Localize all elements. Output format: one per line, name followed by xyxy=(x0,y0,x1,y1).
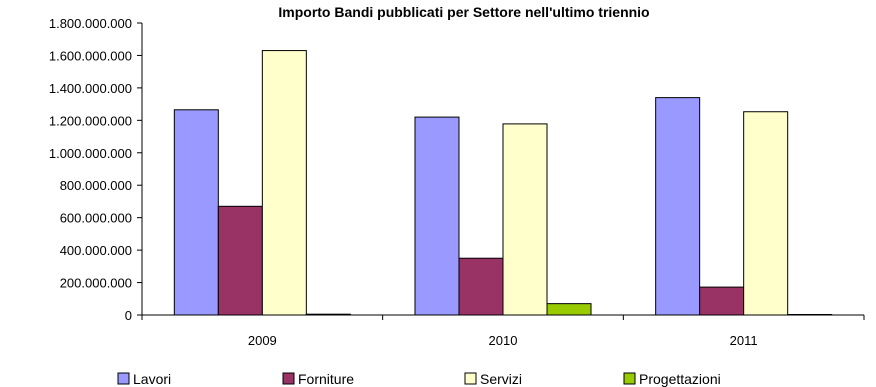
y-tick-label: 1.400.000.000 xyxy=(49,81,132,96)
legend: Lavori Forniture Servizi Progettazioni xyxy=(117,371,721,387)
bar-lavori-2010 xyxy=(414,116,460,316)
bar-servizi-2011 xyxy=(743,111,789,316)
bar-progettazioni-2010 xyxy=(546,303,592,316)
legend-swatch-forniture xyxy=(282,372,295,385)
legend-label-lavori: Lavori xyxy=(133,371,171,387)
bar-progettazioni-2009 xyxy=(305,313,351,316)
y-tick-label: 200.000.000 xyxy=(60,276,132,291)
x-tick-label: 2009 xyxy=(248,333,277,348)
x-tick-label: 2010 xyxy=(489,333,518,348)
legend-label-servizi: Servizi xyxy=(480,371,522,387)
bar-servizi-2010 xyxy=(502,123,548,316)
bar-forniture-2011 xyxy=(699,286,745,316)
legend-swatch-servizi xyxy=(464,372,477,385)
y-tick-label: 800.000.000 xyxy=(60,178,132,193)
legend-swatch-lavori xyxy=(117,372,130,385)
y-tick-label: 1.000.000.000 xyxy=(49,146,132,161)
bar-progettazioni-2011 xyxy=(787,314,833,316)
x-tick-label: 2011 xyxy=(730,333,758,348)
bar-servizi-2009 xyxy=(261,50,307,316)
y-tick-label: 1.200.000.000 xyxy=(49,113,132,128)
y-tick-label: 400.000.000 xyxy=(60,243,132,258)
bar-lavori-2011 xyxy=(655,97,701,316)
bar-forniture-2009 xyxy=(217,205,263,316)
bar-forniture-2010 xyxy=(458,257,504,316)
y-tick-label: 1.800.000.000 xyxy=(49,16,132,31)
legend-label-progettazioni: Progettazioni xyxy=(639,371,721,387)
legend-label-forniture: Forniture xyxy=(298,371,354,387)
chart-title: Importo Bandi pubblicati per Settore nel… xyxy=(278,4,649,20)
y-tick-label: 600.000.000 xyxy=(60,211,132,226)
bar-lavori-2009 xyxy=(173,109,219,316)
legend-swatch-progettazioni xyxy=(623,372,636,385)
bars xyxy=(173,50,833,316)
y-tick-label: 0 xyxy=(125,308,132,323)
y-tick-label: 1.600.000.000 xyxy=(49,48,132,63)
y-axis: 0 200.000.000 400.000.000 600.000.000 800.00… xyxy=(49,16,143,323)
x-axis: 2009 2010 2011 xyxy=(141,314,865,348)
